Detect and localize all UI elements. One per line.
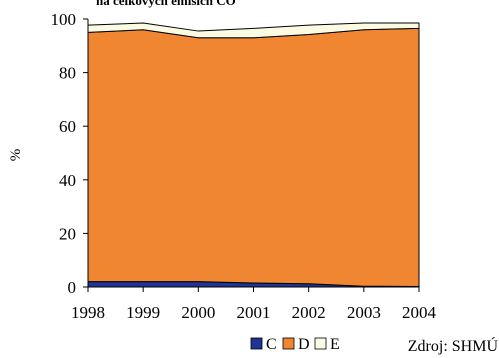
x-tick-label: 2003: [347, 303, 381, 322]
source-note: Zdroj: SHMÚ: [408, 336, 499, 355]
x-tick-label: 2000: [181, 303, 215, 322]
y-tick-label: 100: [51, 10, 77, 29]
y-tick-label: 40: [59, 171, 76, 190]
y-tick-label: 80: [59, 64, 76, 83]
plot-area: 0 20 40 60 80 100 1998 1999 2000 2001 2002 2003 2004: [51, 10, 437, 322]
legend: C D E: [250, 336, 340, 353]
y-tick-label: 0: [68, 278, 77, 297]
legend-swatch-e: [314, 337, 327, 350]
chart-title: na celkových emisích CO: [96, 0, 236, 8]
y-tick-label: 60: [59, 117, 76, 136]
legend-swatch-c: [250, 337, 263, 350]
legend-swatch-d: [282, 337, 295, 350]
legend-label-c: C: [266, 336, 277, 353]
legend-label-e: E: [330, 336, 340, 353]
y-tick-label: 20: [59, 224, 76, 243]
x-tick-label: 2004: [402, 303, 437, 322]
x-tick-label: 1998: [71, 303, 105, 322]
x-tick-label: 2001: [237, 303, 271, 322]
y-axis-label: %: [8, 149, 24, 162]
x-tick-label: 2002: [292, 303, 326, 322]
legend-label-d: D: [298, 336, 310, 353]
series-area-d: [87, 27, 420, 287]
series-area-e: [87, 22, 420, 39]
x-tick-label: 1999: [126, 303, 160, 322]
